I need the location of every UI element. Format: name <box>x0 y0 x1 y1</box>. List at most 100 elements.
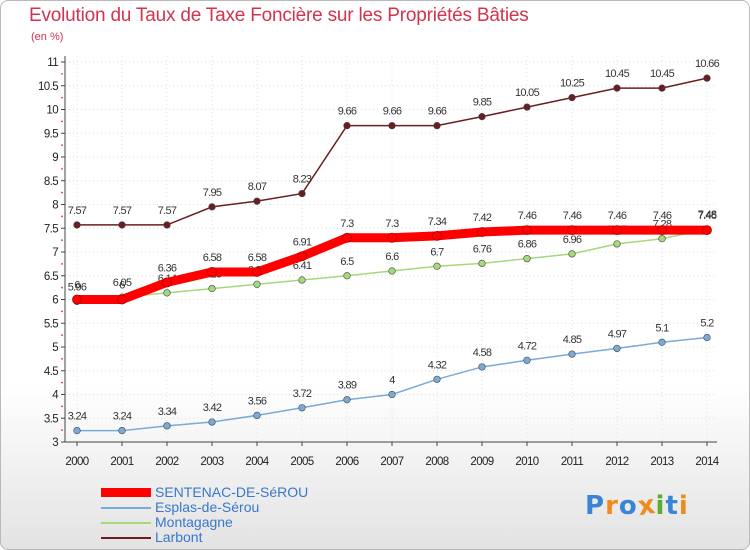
logo-letter: P <box>585 491 606 521</box>
data-point-sentenac-de-s-rou <box>567 225 577 236</box>
y-minor-tick <box>61 72 63 75</box>
data-label-sentenac-de-s-rou: 7.34 <box>428 216 447 228</box>
data-label-esplas-de-s-rou: 3.42 <box>203 402 222 414</box>
x-tick-label: 2003 <box>200 456 223 468</box>
y-tick-label: 7 <box>52 247 58 259</box>
data-label-montagagne: 5.96 <box>68 281 87 293</box>
data-label-montagagne: 6.05 <box>113 277 132 289</box>
data-label-montagagne: 6.5 <box>340 256 354 268</box>
data-point-larbont <box>163 221 171 229</box>
data-point-sentenac-de-s-rou <box>522 225 532 236</box>
data-point-larbont <box>343 122 351 130</box>
data-point-esplas-de-s-rou <box>298 404 306 412</box>
data-point-sentenac-de-s-rou <box>342 232 352 243</box>
data-label-esplas-de-s-rou: 4.72 <box>518 340 537 352</box>
logo-letter: x <box>635 489 658 523</box>
x-tick-label: 2009 <box>470 456 493 468</box>
data-point-sentenac-de-s-rou <box>657 225 667 236</box>
chart-subtitle: (en %) <box>31 31 64 43</box>
y-minor-tick <box>61 120 63 123</box>
data-point-larbont <box>523 103 531 111</box>
data-label-esplas-de-s-rou: 4 <box>389 375 395 387</box>
data-label-sentenac-de-s-rou: 6.58 <box>203 252 222 264</box>
data-point-esplas-de-s-rou <box>478 363 486 371</box>
data-point-larbont <box>298 189 306 198</box>
grid-lines <box>65 56 717 443</box>
data-label-sentenac-de-s-rou: 6.91 <box>293 236 312 248</box>
data-label-larbont: 7.57 <box>113 205 132 217</box>
series-larbont: 7.57 7.57 7.57 7.95 8.07 8.23 9.66 9.66 9.66 9.85… <box>68 58 720 229</box>
legend-swatch-montagagne <box>101 522 151 524</box>
y-minor-tick <box>61 334 63 337</box>
y-minor-tick <box>61 310 63 313</box>
data-point-montagagne <box>613 240 621 248</box>
y-tick-label: 8 <box>52 200 58 212</box>
data-label-sentenac-de-s-rou: 6 <box>74 280 80 292</box>
data-label-larbont: 10.05 <box>515 87 540 99</box>
data-label-sentenac-de-s-rou: 7.46 <box>518 210 537 222</box>
data-label-larbont: 10.45 <box>605 68 630 80</box>
legend-swatch-esplas <box>101 507 151 509</box>
data-point-montagagne <box>388 267 396 275</box>
data-label-montagagne: 6.7 <box>430 246 444 258</box>
y-minor-tick <box>61 429 63 432</box>
y-minor-tick <box>61 215 63 218</box>
data-label-esplas-de-s-rou: 4.32 <box>428 359 447 371</box>
data-point-sentenac-de-s-rou <box>432 230 442 241</box>
data-point-sentenac-de-s-rou <box>297 251 307 262</box>
data-point-larbont <box>388 122 396 130</box>
x-tick-label: 2012 <box>605 456 628 468</box>
data-label-esplas-de-s-rou: 3.56 <box>248 395 267 407</box>
data-label-larbont: 10.45 <box>650 68 675 80</box>
data-label-esplas-de-s-rou: 4.58 <box>473 347 492 359</box>
y-tick-label: 11 <box>47 57 58 69</box>
data-label-sentenac-de-s-rou: 7.46 <box>698 210 717 222</box>
data-point-larbont <box>568 94 576 102</box>
data-label-larbont: 9.66 <box>428 106 447 118</box>
y-tick-label: 7.5 <box>44 223 58 235</box>
y-minor-tick <box>61 286 63 289</box>
logo-letter: i <box>678 491 689 521</box>
data-label-montagagne: 6.86 <box>518 239 537 251</box>
data-point-montagagne <box>208 284 216 293</box>
x-tick-label: 2007 <box>380 456 403 468</box>
x-tick-label: 2010 <box>515 456 538 468</box>
data-point-esplas-de-s-rou <box>703 333 711 342</box>
data-point-larbont <box>208 203 216 211</box>
x-tick-label: 2000 <box>65 456 88 468</box>
data-label-esplas-de-s-rou: 3.89 <box>338 380 357 392</box>
data-label-larbont: 9.66 <box>338 106 357 118</box>
data-label-larbont: 9.85 <box>473 97 492 109</box>
y-tick-label: 5.5 <box>44 318 58 330</box>
legend-swatch-sentenac <box>101 488 151 497</box>
data-label-larbont: 9.66 <box>383 106 402 118</box>
data-point-sentenac-de-s-rou <box>612 225 622 236</box>
data-point-esplas-de-s-rou <box>343 396 351 404</box>
data-point-montagagne <box>433 262 441 270</box>
x-tick-label: 2014 <box>695 456 719 468</box>
data-label-sentenac-de-s-rou: 7.3 <box>340 218 354 230</box>
data-point-sentenac-de-s-rou <box>252 267 262 277</box>
y-tick-label: 6.5 <box>44 271 58 283</box>
data-label-montagagne: 6.41 <box>293 260 312 272</box>
y-tick-label: 10 <box>46 105 58 117</box>
y-tick-label: 4.5 <box>44 366 58 378</box>
proxiti-logo: Proxiti <box>585 489 689 523</box>
data-point-montagagne <box>163 289 171 297</box>
data-label-esplas-de-s-rou: 3.24 <box>68 411 87 423</box>
y-minor-tick <box>61 405 63 408</box>
x-tick-label: 2001 <box>110 456 133 468</box>
data-point-esplas-de-s-rou <box>433 375 441 383</box>
x-tick-label: 2008 <box>425 456 448 468</box>
y-tick-label: 9.5 <box>44 128 58 140</box>
data-point-larbont <box>478 113 486 121</box>
x-tick-label: 2011 <box>561 456 584 468</box>
data-point-esplas-de-s-rou <box>568 350 576 358</box>
data-point-montagagne <box>523 255 531 263</box>
data-label-sentenac-de-s-rou: 6.58 <box>248 252 267 264</box>
data-point-larbont <box>658 84 666 92</box>
data-point-esplas-de-s-rou <box>118 427 126 435</box>
data-point-montagagne <box>658 235 666 243</box>
data-label-esplas-de-s-rou: 5.1 <box>655 322 669 334</box>
